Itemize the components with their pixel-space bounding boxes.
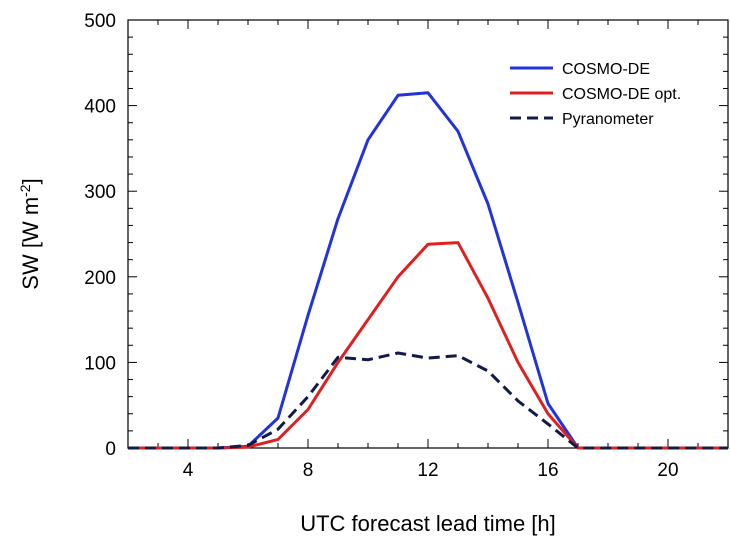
x-axis-label: UTC forecast lead time [h] [300, 511, 556, 536]
y-axis-label: SW [W m-2] [17, 178, 43, 289]
legend: COSMO-DE COSMO-DE opt. Pyranometer [510, 61, 681, 128]
y-axis-label-superscript: -2 [17, 184, 33, 197]
y-tick-label: 200 [84, 268, 116, 289]
series-line-2 [128, 241, 728, 450]
series-line-3 [128, 351, 728, 450]
data-series [128, 91, 728, 450]
axis-ticks [127, 19, 729, 449]
x-tick-label: 8 [303, 460, 314, 481]
legend-label: COSMO-DE opt. [562, 86, 681, 103]
y-tick-label: 500 [84, 11, 116, 32]
x-tick-label: 4 [183, 460, 194, 481]
x-tick-label: 20 [657, 460, 678, 481]
y-axis-label-prefix: SW [W m [18, 197, 43, 290]
y-axis-label-suffix: ] [18, 178, 43, 184]
x-tick-label: 16 [537, 460, 558, 481]
legend-label: Pyranometer [562, 111, 654, 128]
series-line-1 [128, 91, 728, 450]
y-tick-label: 400 [84, 97, 116, 118]
y-tick-label: 0 [105, 439, 116, 460]
legend-label: COSMO-DE [562, 61, 650, 78]
y-tick-label: 300 [84, 182, 116, 203]
plot-frame [127, 19, 729, 449]
x-tick-label: 12 [417, 460, 438, 481]
y-tick-label: 100 [84, 353, 116, 374]
